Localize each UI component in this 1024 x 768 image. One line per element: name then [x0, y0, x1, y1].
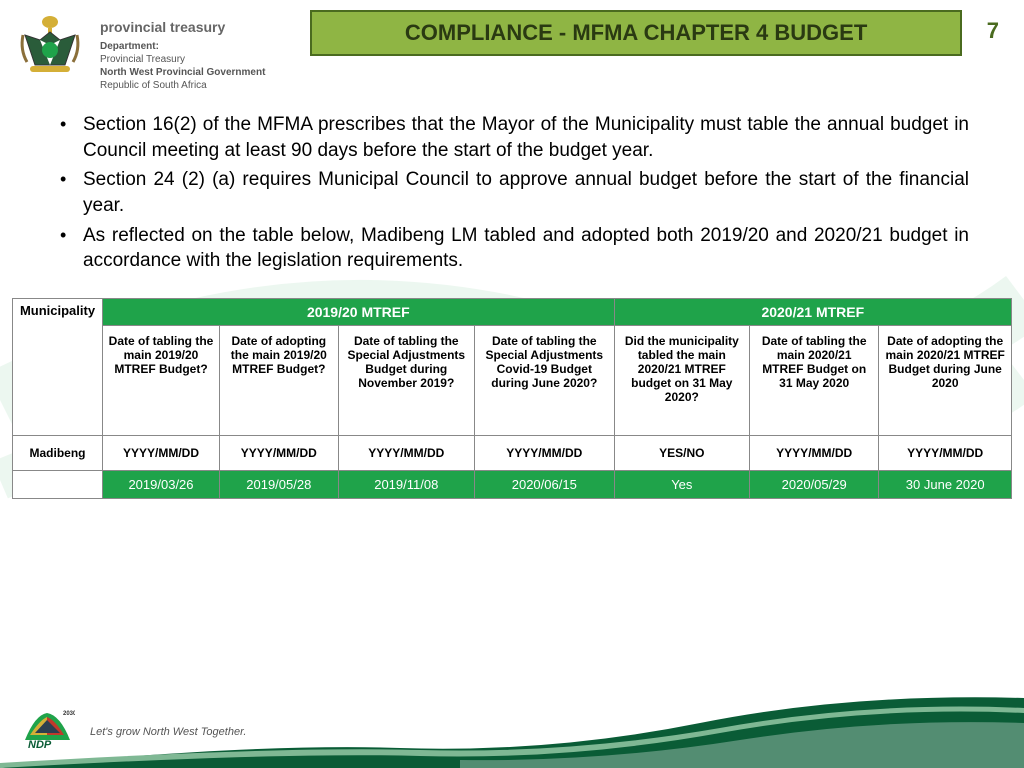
footer: 2030 NDP Let's grow North West Together.: [0, 688, 1024, 768]
page-number: 7: [977, 10, 1009, 44]
ndp-logo: 2030 NDP: [20, 705, 75, 750]
table-cell: YYYY/MM/DD: [879, 436, 1012, 471]
table-cell: YES/NO: [614, 436, 749, 471]
table-cell: 30 June 2020: [879, 471, 1012, 499]
bullet-item: As reflected on the table below, Madiben…: [55, 223, 969, 274]
dept-label: Department:: [100, 40, 265, 53]
dept-country: Republic of South Africa: [100, 79, 265, 92]
table-group-header: 2019/20 MTREF: [103, 299, 615, 326]
table-cell: YYYY/MM/DD: [219, 436, 338, 471]
table-sub-header: Date of tabling the Special Adjustments …: [474, 326, 614, 436]
header: provincial treasury Department: Provinci…: [0, 0, 1024, 97]
table-cell: YYYY/MM/DD: [103, 436, 220, 471]
footer-tagline: Let's grow North West Together.: [90, 726, 246, 738]
table-sub-header: Date of adopting the main 2019/20 MTREF …: [219, 326, 338, 436]
table-container: Municipality 2019/20 MTREF 2020/21 MTREF…: [0, 288, 1024, 499]
table-cell: YYYY/MM/DD: [750, 436, 879, 471]
table-cell-empty: [13, 471, 103, 499]
bullet-list: Section 16(2) of the MFMA prescribes tha…: [55, 112, 969, 274]
table-sub-header: Did the municipality tabled the main 202…: [614, 326, 749, 436]
svg-text:2030: 2030: [63, 711, 75, 717]
table-group-header: 2020/21 MTREF: [614, 299, 1011, 326]
table-sub-header: Date of adopting the main 2020/21 MTREF …: [879, 326, 1012, 436]
table-cell: YYYY/MM/DD: [338, 436, 474, 471]
table-cell: YYYY/MM/DD: [474, 436, 614, 471]
table-cell: 2020/05/29: [750, 471, 879, 499]
table-cell: 2019/03/26: [103, 471, 220, 499]
dept-title: provincial treasury: [100, 18, 265, 36]
bullet-item: Section 24 (2) (a) requires Municipal Co…: [55, 167, 969, 218]
table-cell: 2019/11/08: [338, 471, 474, 499]
crest-logo: [15, 10, 85, 80]
department-info: provincial treasury Department: Provinci…: [100, 10, 265, 92]
dept-gov: North West Provincial Government: [100, 66, 265, 79]
table-sub-header: Date of tabling the Special Adjustments …: [338, 326, 474, 436]
compliance-table: Municipality 2019/20 MTREF 2020/21 MTREF…: [12, 298, 1012, 499]
table-sub-header: Date of tabling the main 2020/21 MTREF B…: [750, 326, 879, 436]
table-row-label: Madibeng: [13, 436, 103, 471]
table-corner: Municipality: [13, 299, 103, 436]
content-area: Section 16(2) of the MFMA prescribes tha…: [0, 97, 1024, 288]
table-cell: Yes: [614, 471, 749, 499]
bullet-item: Section 16(2) of the MFMA prescribes tha…: [55, 112, 969, 163]
table-sub-header: Date of tabling the main 2019/20 MTREF B…: [103, 326, 220, 436]
table-cell: 2020/06/15: [474, 471, 614, 499]
page-title: COMPLIANCE - MFMA CHAPTER 4 BUDGET: [405, 20, 867, 45]
svg-text:NDP: NDP: [28, 739, 52, 750]
dept-name: Provincial Treasury: [100, 53, 265, 66]
table-cell: 2019/05/28: [219, 471, 338, 499]
title-bar: COMPLIANCE - MFMA CHAPTER 4 BUDGET: [310, 10, 961, 56]
